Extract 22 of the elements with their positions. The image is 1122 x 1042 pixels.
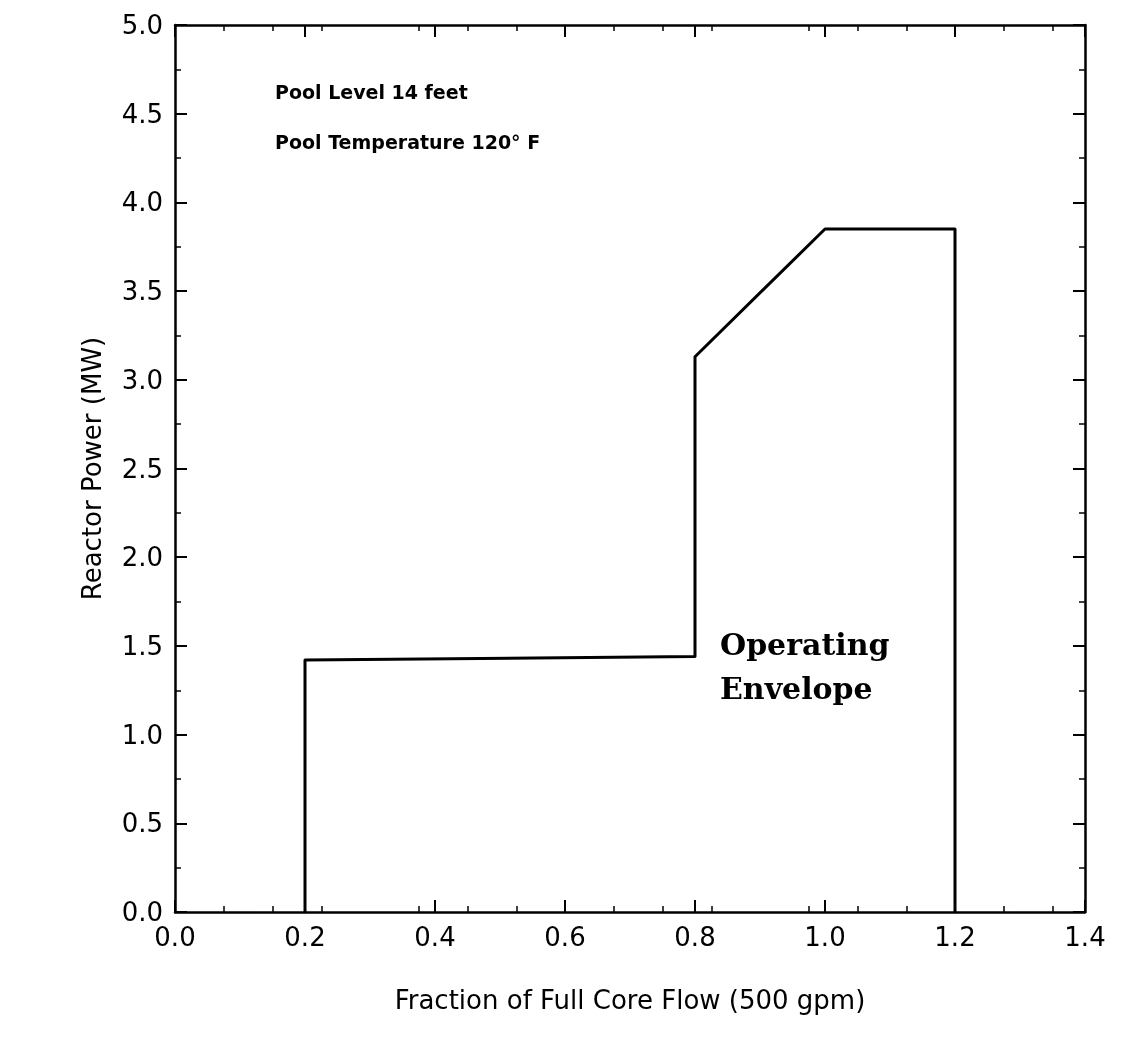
x-tick-label: 1.2 [934, 922, 976, 952]
x-axis-title: Fraction of Full Core Flow (500 gpm) [394, 985, 866, 1015]
x-tick-label: 0.6 [544, 922, 586, 952]
y-tick-label: 2.0 [121, 542, 163, 573]
x-tick-label: 0.2 [284, 922, 326, 952]
y-tick-label: 2.5 [121, 453, 163, 484]
y-tick-label: 3.5 [121, 276, 163, 307]
y-tick-label: 4.0 [121, 187, 163, 218]
x-tick-label: 0.4 [414, 922, 456, 952]
y-axis-title: Reactor Power (MW) [77, 336, 107, 601]
x-tick-label: 1.0 [804, 922, 846, 952]
y-tick-label: 1.0 [121, 719, 163, 750]
annotation: Pool Level 14 feet [275, 80, 468, 103]
annotation: Operating Envelope [720, 626, 890, 706]
y-tick-label: 1.5 [121, 630, 163, 661]
y-tick-label: 0.5 [121, 808, 163, 839]
y-tick-label: 4.5 [121, 98, 163, 129]
x-tick-label: 1.4 [1064, 922, 1106, 952]
y-tick-label: 3.0 [121, 364, 163, 395]
x-tick-label: 0.8 [674, 922, 716, 952]
y-tick-label: 5.0 [121, 10, 163, 40]
annotation: Pool Temperature 120° F [275, 130, 541, 153]
